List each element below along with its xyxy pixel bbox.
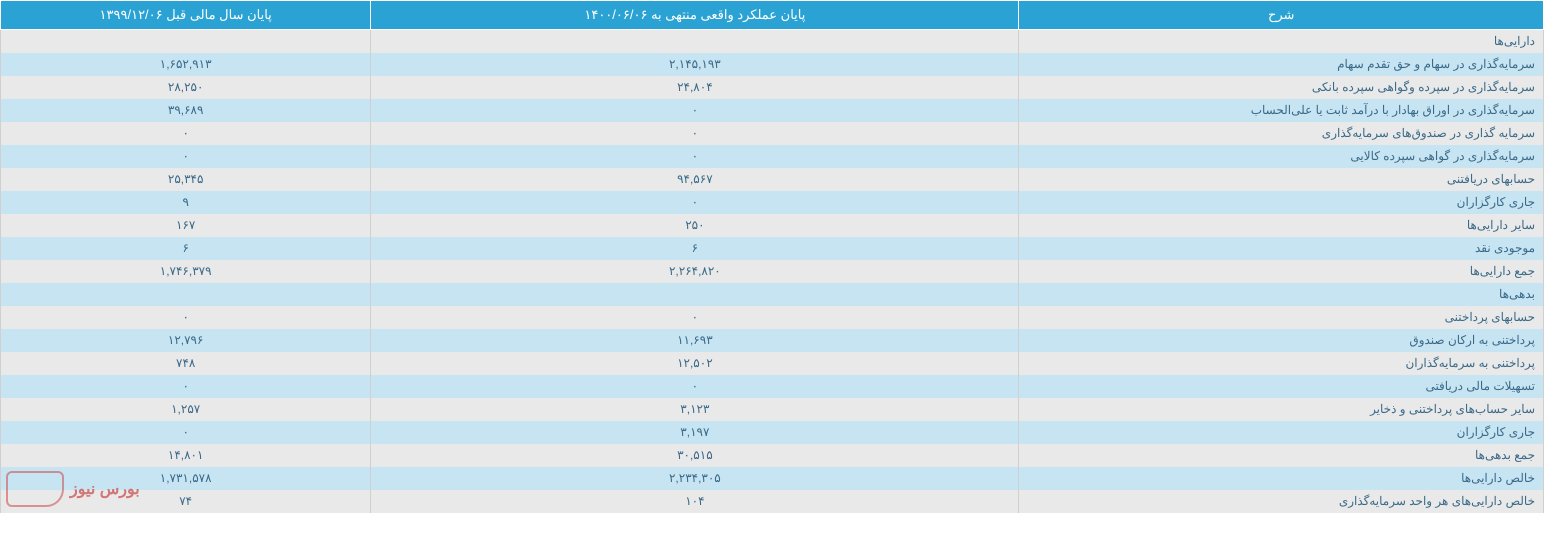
cell-prev-year: ۱,۲۵۷ <box>1 398 371 421</box>
table-row: خالص دارایی‌های هر واحد سرمایه‌گذاری ۱۰۴… <box>1 490 1544 513</box>
cell-prev-year: ۹ <box>1 191 371 214</box>
table-row: حسابهای پرداختنی ۰ ۰ <box>1 306 1544 329</box>
cell-desc: خالص دارایی‌ها <box>1019 467 1544 490</box>
cell-period-end: ۳۰,۵۱۵ <box>371 444 1019 467</box>
cell-prev-year: ۱۴,۸۰۱ <box>1 444 371 467</box>
cell-prev-year <box>1 30 371 53</box>
cell-period-end: ۳,۱۹۷ <box>371 421 1019 444</box>
cell-desc: جمع بدهی‌ها <box>1019 444 1544 467</box>
cell-period-end: ۲,۲۳۴,۳۰۵ <box>371 467 1019 490</box>
table-row: سایر حساب‌های پرداختنی و ذخایر ۳,۱۲۳ ۱,۲… <box>1 398 1544 421</box>
cell-period-end: ۰ <box>371 122 1019 145</box>
cell-period-end: ۲,۱۴۵,۱۹۳ <box>371 53 1019 76</box>
cell-desc: خالص دارایی‌های هر واحد سرمایه‌گذاری <box>1019 490 1544 513</box>
table-row: پرداختنی به سرمایه‌گذاران ۱۲,۵۰۲ ۷۴۸ <box>1 352 1544 375</box>
cell-prev-year: ۱,۷۳۱,۵۷۸ <box>1 467 371 490</box>
table-row: سرمایه‌گذاری در اوراق بهادار با درآمد ثا… <box>1 99 1544 122</box>
cell-prev-year: ۲۸,۲۵۰ <box>1 76 371 99</box>
cell-period-end: ۳,۱۲۳ <box>371 398 1019 421</box>
cell-prev-year: ۷۴۸ <box>1 352 371 375</box>
cell-prev-year: ۰ <box>1 375 371 398</box>
cell-desc: جاری کارگزاران <box>1019 421 1544 444</box>
cell-period-end: ۰ <box>371 99 1019 122</box>
cell-period-end <box>371 283 1019 306</box>
table-row: جاری کارگزاران ۳,۱۹۷ ۰ <box>1 421 1544 444</box>
cell-period-end: ۶ <box>371 237 1019 260</box>
cell-desc: پرداختنی به سرمایه‌گذاران <box>1019 352 1544 375</box>
cell-desc: سرمایه‌گذاری در سهام و حق تقدم سهام <box>1019 53 1544 76</box>
cell-desc: سایر حساب‌های پرداختنی و ذخایر <box>1019 398 1544 421</box>
table-row: جمع بدهی‌ها ۳۰,۵۱۵ ۱۴,۸۰۱ <box>1 444 1544 467</box>
table-row: پرداختنی به ارکان صندوق ۱۱,۶۹۳ ۱۲,۷۹۶ <box>1 329 1544 352</box>
cell-prev-year: ۰ <box>1 421 371 444</box>
cell-desc: سرمایه‌گذاری در اوراق بهادار با درآمد ثا… <box>1019 99 1544 122</box>
table-row: بدهی‌ها <box>1 283 1544 306</box>
cell-desc: سرمایه‌گذاری در سپرده وگواهی سپرده بانکی <box>1019 76 1544 99</box>
cell-desc: سایر دارایی‌ها <box>1019 214 1544 237</box>
cell-desc: پرداختنی به ارکان صندوق <box>1019 329 1544 352</box>
cell-period-end: ۱۱,۶۹۳ <box>371 329 1019 352</box>
table-body: دارایی‌ها سرمایه‌گذاری در سهام و حق تقدم… <box>1 30 1544 513</box>
cell-desc: تسهیلات مالی دریافتی <box>1019 375 1544 398</box>
cell-period-end: ۰ <box>371 191 1019 214</box>
cell-desc: بدهی‌ها <box>1019 283 1544 306</box>
table-row: سرمایه گذاری در صندوق‌های سرمایه‌گذاری ۰… <box>1 122 1544 145</box>
cell-desc: موجودی نقد <box>1019 237 1544 260</box>
cell-desc: حسابهای دریافتنی <box>1019 168 1544 191</box>
table-row: سرمایه‌گذاری در سپرده وگواهی سپرده بانکی… <box>1 76 1544 99</box>
cell-period-end: ۰ <box>371 306 1019 329</box>
table-row: جاری کارگزاران ۰ ۹ <box>1 191 1544 214</box>
table-row: موجودی نقد ۶ ۶ <box>1 237 1544 260</box>
cell-period-end: ۰ <box>371 375 1019 398</box>
cell-prev-year: ۰ <box>1 306 371 329</box>
cell-prev-year: ۱۶۷ <box>1 214 371 237</box>
table-row: سرمایه‌گذاری در سهام و حق تقدم سهام ۲,۱۴… <box>1 53 1544 76</box>
cell-period-end: ۱۰۴ <box>371 490 1019 513</box>
cell-prev-year: ۳۹,۶۸۹ <box>1 99 371 122</box>
cell-desc: جمع دارایی‌ها <box>1019 260 1544 283</box>
financial-table: شرح پایان عملکرد واقعی منتهی به ۱۴۰۰/۰۶/… <box>0 0 1544 513</box>
table-row: دارایی‌ها <box>1 30 1544 53</box>
cell-prev-year: ۷۴ <box>1 490 371 513</box>
cell-period-end: ۹۴,۵۶۷ <box>371 168 1019 191</box>
table-row: خالص دارایی‌ها ۲,۲۳۴,۳۰۵ ۱,۷۳۱,۵۷۸ <box>1 467 1544 490</box>
cell-desc: سرمایه‌گذاری در گواهی سپرده کالایی <box>1019 145 1544 168</box>
cell-desc: دارایی‌ها <box>1019 30 1544 53</box>
table-row: سایر دارایی‌ها ۲۵۰ ۱۶۷ <box>1 214 1544 237</box>
col-header-prev-year: پایان سال مالی قبل ۱۳۹۹/۱۲/۰۶ <box>1 1 371 30</box>
cell-period-end: ۲۵۰ <box>371 214 1019 237</box>
cell-prev-year: ۱,۷۴۶,۳۷۹ <box>1 260 371 283</box>
cell-period-end: ۰ <box>371 145 1019 168</box>
table-header-row: شرح پایان عملکرد واقعی منتهی به ۱۴۰۰/۰۶/… <box>1 1 1544 30</box>
cell-prev-year <box>1 283 371 306</box>
cell-prev-year: ۲۵,۳۴۵ <box>1 168 371 191</box>
table-row: جمع دارایی‌ها ۲,۲۶۴,۸۲۰ ۱,۷۴۶,۳۷۹ <box>1 260 1544 283</box>
cell-desc: جاری کارگزاران <box>1019 191 1544 214</box>
page-root: شرح پایان عملکرد واقعی منتهی به ۱۴۰۰/۰۶/… <box>0 0 1544 513</box>
cell-desc: سرمایه گذاری در صندوق‌های سرمایه‌گذاری <box>1019 122 1544 145</box>
cell-period-end: ۲۴,۸۰۴ <box>371 76 1019 99</box>
cell-period-end: ۲,۲۶۴,۸۲۰ <box>371 260 1019 283</box>
col-header-desc: شرح <box>1019 1 1544 30</box>
cell-prev-year: ۱۲,۷۹۶ <box>1 329 371 352</box>
cell-desc: حسابهای پرداختنی <box>1019 306 1544 329</box>
cell-period-end <box>371 30 1019 53</box>
cell-period-end: ۱۲,۵۰۲ <box>371 352 1019 375</box>
cell-prev-year: ۰ <box>1 122 371 145</box>
table-row: حسابهای دریافتنی ۹۴,۵۶۷ ۲۵,۳۴۵ <box>1 168 1544 191</box>
cell-prev-year: ۶ <box>1 237 371 260</box>
cell-prev-year: ۰ <box>1 145 371 168</box>
cell-prev-year: ۱,۶۵۲,۹۱۳ <box>1 53 371 76</box>
table-row: سرمایه‌گذاری در گواهی سپرده کالایی ۰ ۰ <box>1 145 1544 168</box>
col-header-period-end: پایان عملکرد واقعی منتهی به ۱۴۰۰/۰۶/۰۶ <box>371 1 1019 30</box>
table-row: تسهیلات مالی دریافتی ۰ ۰ <box>1 375 1544 398</box>
